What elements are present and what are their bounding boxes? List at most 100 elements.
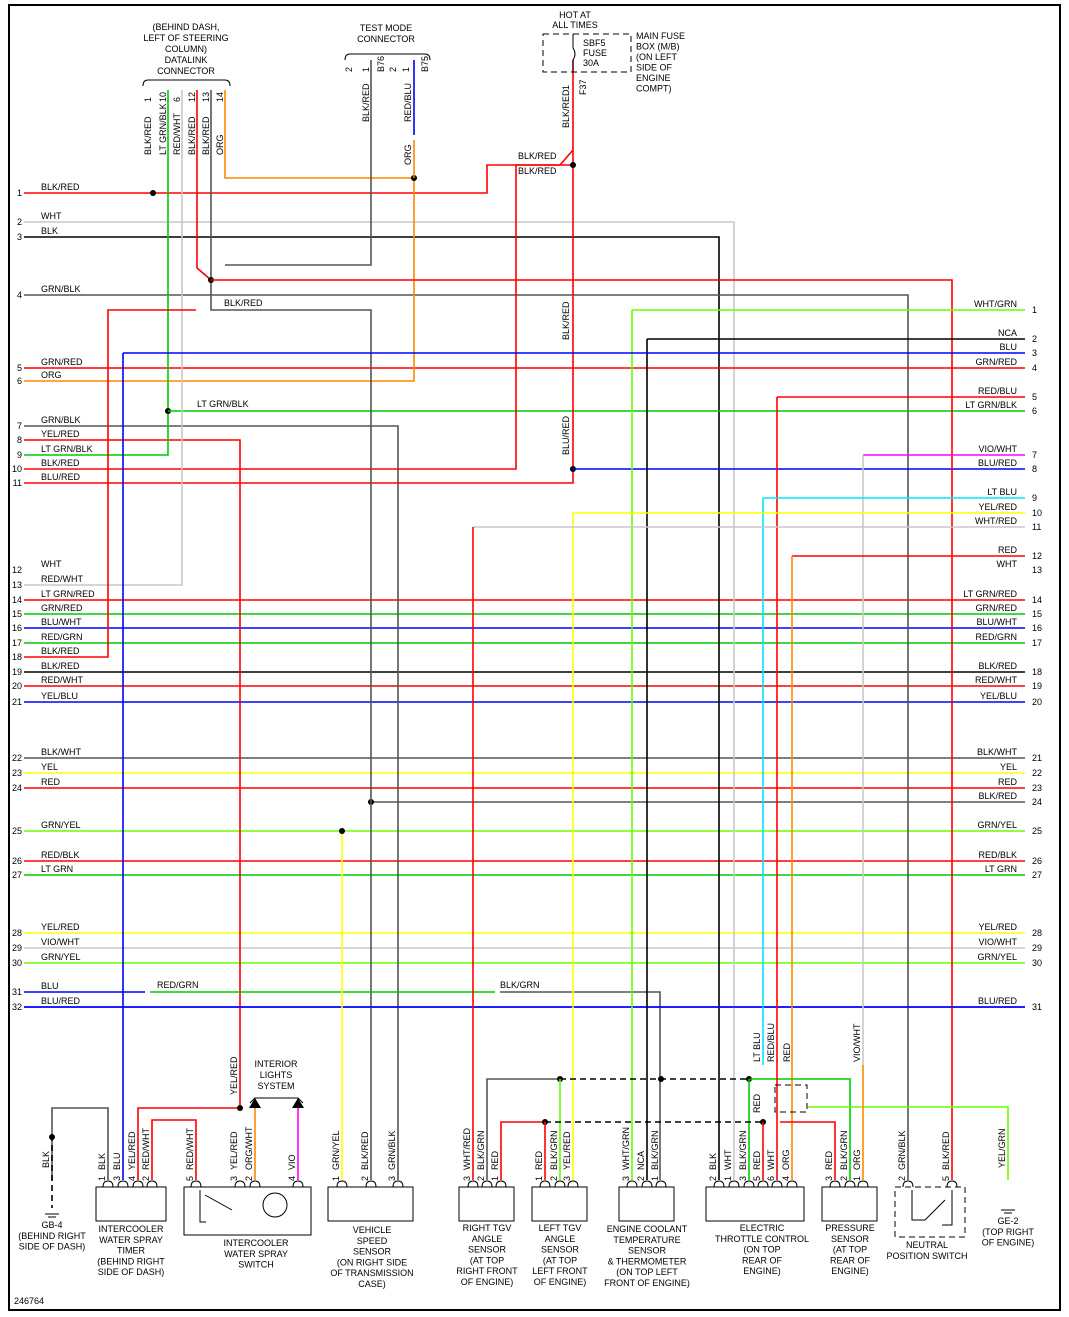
label: (ON LEFT	[636, 52, 678, 62]
connector-title: TEST MODE	[360, 23, 412, 33]
component-label: WATER SPRAY	[99, 1235, 163, 1245]
row-number: 15	[1032, 609, 1042, 619]
pin-number: 2	[344, 67, 354, 72]
wire-label: RED/WHT	[185, 1128, 195, 1170]
pin-number: 5	[185, 1176, 195, 1181]
wire-label: BLU/RED	[41, 996, 81, 1006]
label: HOT AT	[559, 10, 591, 20]
row-number: 30	[1032, 958, 1042, 968]
wire-label: RED/BLU	[978, 386, 1017, 396]
wire-label: BLK/RED	[41, 458, 80, 468]
component-label: WATER SPRAY	[224, 1249, 288, 1259]
wire	[24, 309, 196, 658]
pin-number: 3	[229, 1176, 239, 1181]
wire-label: BLK	[41, 1151, 51, 1168]
coolant-temp-sensor	[618, 1180, 675, 1222]
pin-number: 3	[621, 1176, 631, 1181]
wire-label: BLK/RED	[361, 83, 371, 122]
wire-label: RED/WHT	[975, 675, 1017, 685]
row-number: 8	[1032, 464, 1037, 474]
wire-label: WHT/GRN	[974, 299, 1017, 309]
pin-number: 1	[143, 97, 153, 102]
wire-label: RED/WHT	[172, 113, 182, 155]
row-number: 29	[12, 943, 22, 953]
pin-number: 2	[360, 1176, 370, 1181]
connector-title: LEFT OF STEERING	[143, 33, 228, 43]
label: BOX (M/B)	[636, 42, 680, 52]
ground-ge2	[1001, 1209, 1015, 1214]
wire-label: BLK/RED	[978, 661, 1017, 671]
pin-number: 1	[361, 67, 371, 72]
wire	[24, 221, 735, 1180]
wire-label: GRN/YEL	[331, 1130, 341, 1170]
wire-label: WHT/RED	[975, 516, 1017, 526]
intercooler-timer	[95, 1180, 167, 1222]
row-number: 13	[1032, 565, 1042, 575]
pin-terminal	[365, 1180, 377, 1188]
main-fuse-box	[542, 33, 632, 73]
pin-terminal	[117, 1180, 129, 1188]
label: BLK/RED	[518, 166, 557, 176]
wire-label: YEL/RED	[978, 922, 1017, 932]
wire	[24, 149, 574, 470]
pin-terminal	[902, 1180, 914, 1188]
splice-dot	[339, 828, 345, 834]
pressure-sensor-body	[821, 1186, 878, 1222]
pressure-sensor	[821, 1180, 878, 1222]
wire-label: GRN/BLK	[897, 1130, 907, 1170]
component-label: SIDE OF DASH)	[19, 1242, 86, 1252]
wire-label: F37	[578, 79, 588, 95]
neutral-position-switch	[894, 1180, 966, 1238]
wire-label: NCA	[636, 1151, 646, 1170]
label: 30A	[583, 58, 599, 68]
row-number: 10	[12, 464, 22, 474]
connector-title: COLUMN)	[165, 44, 207, 54]
pin-number: B75	[420, 56, 430, 72]
pin-terminal	[102, 1180, 114, 1188]
coolant-temp-sensor-body	[618, 1186, 675, 1222]
pin-number: 3	[387, 1176, 397, 1181]
component-label: LEFT TGV	[539, 1223, 582, 1233]
connector-bracket	[344, 53, 431, 61]
wire	[137, 1107, 240, 1180]
wire-label: RED/BLU	[403, 83, 413, 122]
component-label: (AT TOP	[470, 1255, 504, 1265]
left-tgv-sensor	[531, 1180, 588, 1222]
row-number: 22	[12, 753, 22, 763]
row-number: 14	[12, 595, 22, 605]
pin-number: 1	[561, 85, 571, 90]
row-number: 24	[12, 783, 22, 793]
row-number: 4	[17, 290, 22, 300]
component-label: (ON RIGHT SIDE	[337, 1257, 407, 1267]
wire-label: WHT	[723, 1149, 733, 1170]
component-label: ENGINE COOLANT	[607, 1224, 688, 1234]
wire	[196, 90, 212, 281]
wire-label: WHT/RED	[462, 1128, 472, 1170]
row-number: 16	[1032, 623, 1042, 633]
wire	[500, 1121, 545, 1180]
connector-bracket	[142, 79, 231, 87]
connector-bracket	[249, 1097, 304, 1104]
wire-label: YEL/RED	[41, 429, 80, 439]
label: SYSTEM	[257, 1081, 294, 1091]
pin-terminal	[190, 1180, 202, 1188]
pin-terminal	[946, 1180, 958, 1188]
wire-label: RED	[534, 1150, 544, 1170]
row-number: 5	[1032, 392, 1037, 402]
component-label: PRESSURE	[825, 1223, 875, 1233]
wire-label: RED/GRN	[975, 632, 1017, 642]
switch-icon	[199, 1190, 233, 1223]
splice-dot	[150, 190, 156, 196]
wire-label: BLK/WHT	[41, 747, 82, 757]
label: INTERIOR	[254, 1059, 298, 1069]
label: LT GRN/BLK	[197, 399, 249, 409]
wire-label: WHT	[997, 559, 1018, 569]
pin-number: 2	[897, 1176, 907, 1181]
pin-number: 1	[650, 1176, 660, 1181]
row-number: 7	[17, 421, 22, 431]
row-number: 15	[12, 609, 22, 619]
wire-label: RED	[752, 1150, 762, 1170]
wire-label: VIO/WHT	[41, 937, 80, 947]
wire-label: BLK/GRN	[650, 1130, 660, 1170]
row-number: 32	[12, 1002, 22, 1012]
